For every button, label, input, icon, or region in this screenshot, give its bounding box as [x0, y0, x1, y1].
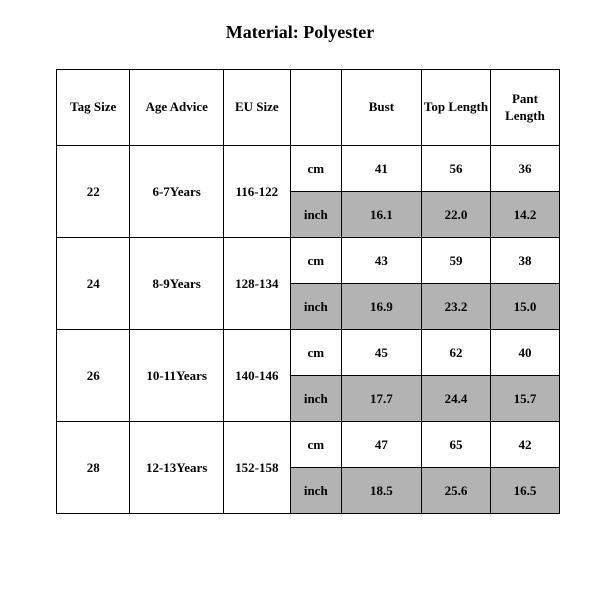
cell-top: 25.6 [421, 468, 490, 514]
table-row: 28 12-13Years 152-158 cm 47 65 42 [57, 422, 560, 468]
cell-pant: 14.2 [490, 192, 559, 238]
table-row: 22 6-7Years 116-122 cm 41 56 36 [57, 146, 560, 192]
size-table-wrap: Tag Size Age Advice EU Size Bust Top Len… [56, 69, 560, 514]
col-bust: Bust [341, 70, 421, 146]
page-title: Material: Polyester [0, 22, 600, 43]
cell-unit-cm: cm [290, 238, 341, 284]
cell-bust: 43 [341, 238, 421, 284]
cell-unit-cm: cm [290, 330, 341, 376]
table-header-row: Tag Size Age Advice EU Size Bust Top Len… [57, 70, 560, 146]
page-root: Material: Polyester Tag Size Age Advice … [0, 0, 600, 600]
cell-eu: 152-158 [223, 422, 290, 514]
col-eu-size: EU Size [223, 70, 290, 146]
cell-bust: 17.7 [341, 376, 421, 422]
cell-pant: 16.5 [490, 468, 559, 514]
size-table: Tag Size Age Advice EU Size Bust Top Len… [56, 69, 560, 514]
cell-age: 12-13Years [130, 422, 223, 514]
cell-unit-inch: inch [290, 376, 341, 422]
cell-unit-cm: cm [290, 146, 341, 192]
cell-eu: 128-134 [223, 238, 290, 330]
table-row: 26 10-11Years 140-146 cm 45 62 40 [57, 330, 560, 376]
cell-top: 24.4 [421, 376, 490, 422]
cell-age: 10-11Years [130, 330, 223, 422]
cell-top: 23.2 [421, 284, 490, 330]
cell-tag: 22 [57, 146, 130, 238]
cell-eu: 116-122 [223, 146, 290, 238]
cell-top: 22.0 [421, 192, 490, 238]
cell-top: 59 [421, 238, 490, 284]
cell-top: 65 [421, 422, 490, 468]
cell-top: 62 [421, 330, 490, 376]
cell-unit-inch: inch [290, 192, 341, 238]
cell-eu: 140-146 [223, 330, 290, 422]
col-unit [290, 70, 341, 146]
cell-tag: 28 [57, 422, 130, 514]
cell-pant: 40 [490, 330, 559, 376]
cell-bust: 18.5 [341, 468, 421, 514]
cell-tag: 26 [57, 330, 130, 422]
cell-unit-inch: inch [290, 468, 341, 514]
cell-top: 56 [421, 146, 490, 192]
cell-bust: 41 [341, 146, 421, 192]
col-top-length: Top Length [421, 70, 490, 146]
cell-pant: 15.7 [490, 376, 559, 422]
cell-tag: 24 [57, 238, 130, 330]
cell-bust: 16.1 [341, 192, 421, 238]
cell-bust: 45 [341, 330, 421, 376]
cell-unit-inch: inch [290, 284, 341, 330]
col-age-advice: Age Advice [130, 70, 223, 146]
cell-bust: 16.9 [341, 284, 421, 330]
table-row: 24 8-9Years 128-134 cm 43 59 38 [57, 238, 560, 284]
col-pant-length: Pant Length [490, 70, 559, 146]
col-tag-size: Tag Size [57, 70, 130, 146]
cell-unit-cm: cm [290, 422, 341, 468]
cell-pant: 42 [490, 422, 559, 468]
cell-age: 8-9Years [130, 238, 223, 330]
cell-pant: 38 [490, 238, 559, 284]
cell-bust: 47 [341, 422, 421, 468]
cell-age: 6-7Years [130, 146, 223, 238]
cell-pant: 15.0 [490, 284, 559, 330]
cell-pant: 36 [490, 146, 559, 192]
